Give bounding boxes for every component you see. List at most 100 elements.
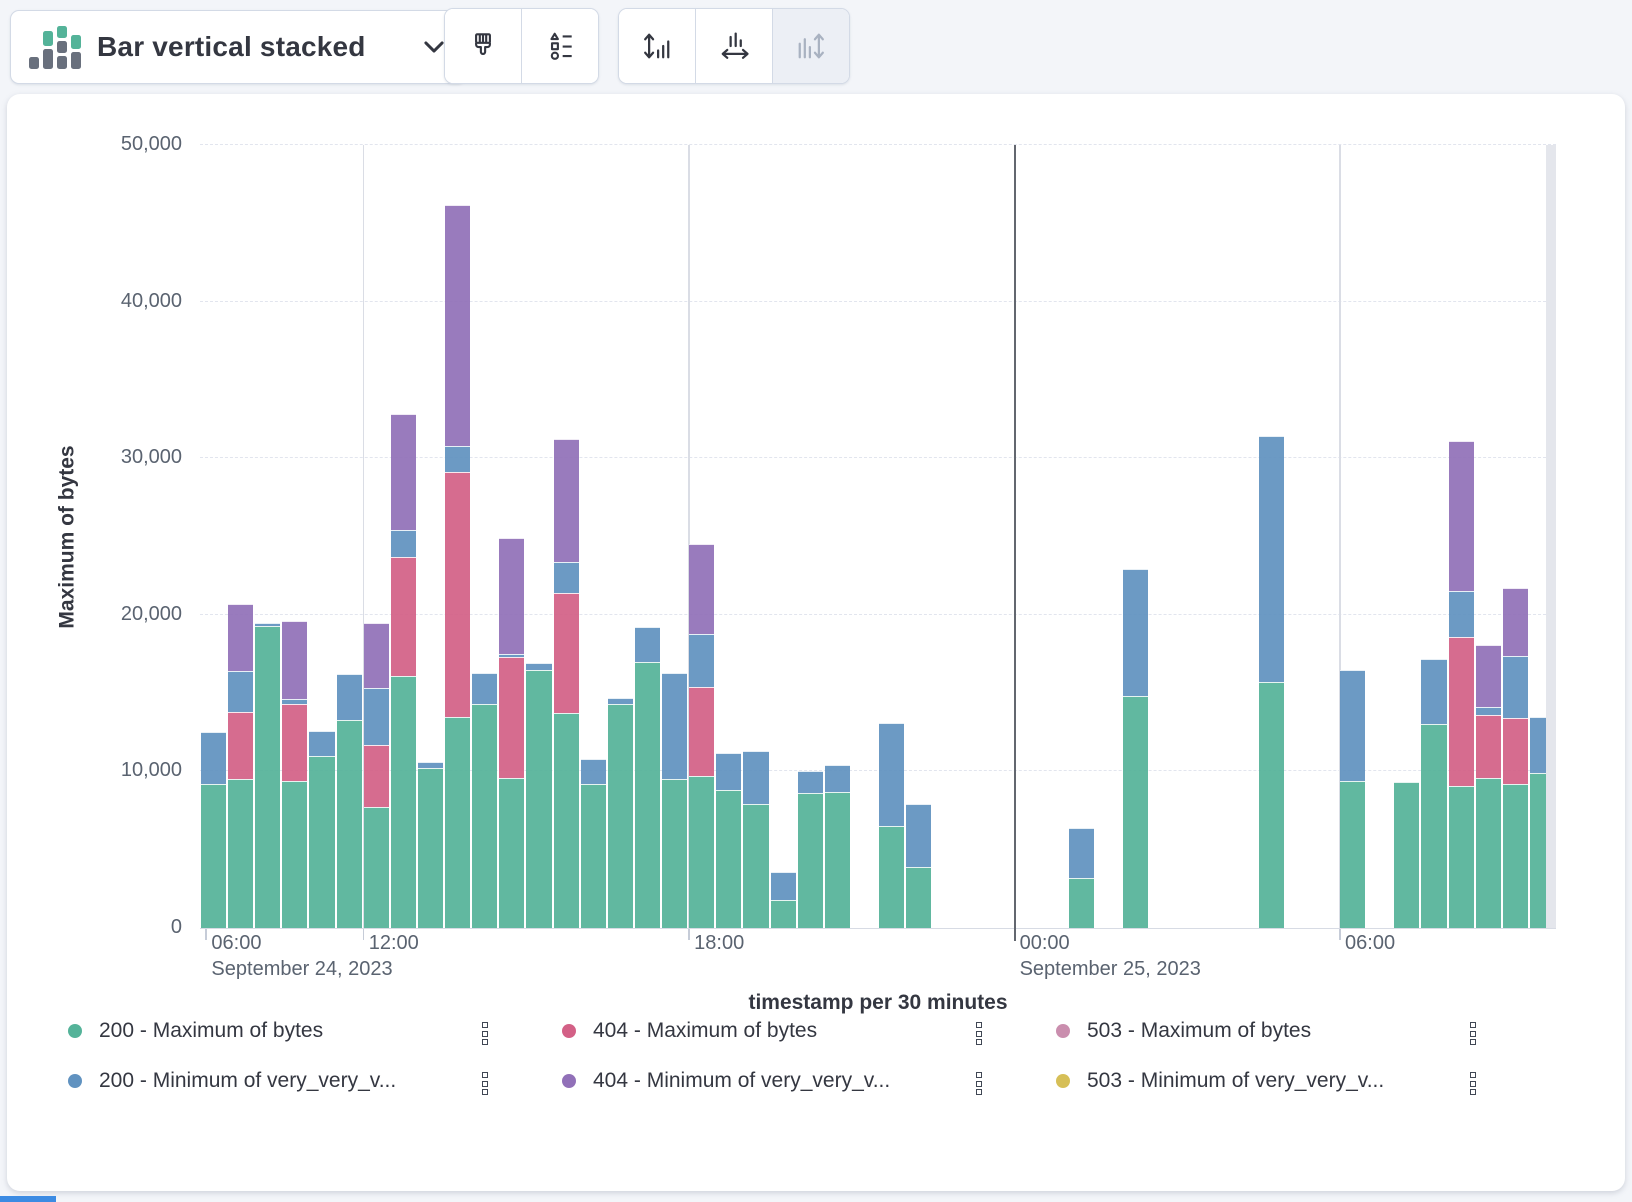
- bar[interactable]: [526, 145, 552, 928]
- bar-segment[interactable]: [472, 672, 498, 705]
- bar[interactable]: [1421, 145, 1447, 928]
- bar[interactable]: [201, 145, 227, 928]
- bar-segment[interactable]: [634, 661, 661, 928]
- bar-segment[interactable]: [662, 779, 688, 928]
- bar-segment[interactable]: [1068, 827, 1094, 878]
- bar-segment[interactable]: [417, 762, 444, 769]
- bar-segment[interactable]: [797, 793, 823, 928]
- legend-actions-icon[interactable]: [1466, 1018, 1480, 1049]
- bar-segment[interactable]: [1421, 724, 1447, 928]
- bar-segment[interactable]: [499, 777, 525, 928]
- bar-segment[interactable]: [824, 791, 850, 928]
- bar-segment[interactable]: [743, 804, 769, 928]
- bar-segment[interactable]: [1340, 669, 1366, 781]
- legend-actions-icon[interactable]: [972, 1018, 986, 1049]
- bar-segment[interactable]: [228, 711, 254, 780]
- bar-segment[interactable]: [282, 704, 308, 781]
- bar-segment[interactable]: [662, 672, 688, 780]
- bar-segment[interactable]: [553, 439, 579, 562]
- legend-label[interactable]: 404 - Minimum of very_very_v...: [593, 1069, 891, 1092]
- bar-segment[interactable]: [770, 899, 796, 928]
- bar-segment[interactable]: [363, 622, 389, 689]
- legend-label[interactable]: 503 - Minimum of very_very_v...: [1087, 1069, 1385, 1092]
- bar-segment[interactable]: [743, 751, 769, 805]
- bar-segment[interactable]: [1421, 658, 1447, 725]
- bar-segment[interactable]: [1340, 780, 1366, 928]
- bar-segment[interactable]: [689, 633, 715, 687]
- legend-item[interactable]: 404 - Maximum of bytes: [562, 1016, 817, 1046]
- bar[interactable]: [1502, 145, 1528, 928]
- bar[interactable]: [607, 145, 633, 928]
- bar-segment[interactable]: [1258, 682, 1284, 928]
- bar[interactable]: [1068, 145, 1094, 928]
- bar-segment[interactable]: [716, 752, 742, 791]
- legend-item[interactable]: 503 - Minimum of very_very_v...: [1056, 1066, 1384, 1096]
- bar-segment[interactable]: [390, 414, 416, 531]
- legend-color-dot[interactable]: [68, 1024, 82, 1038]
- bar-segment[interactable]: [445, 716, 471, 928]
- legend-label[interactable]: 200 - Minimum of very_very_v...: [99, 1069, 397, 1092]
- bar[interactable]: [824, 145, 850, 928]
- bar-segment[interactable]: [228, 671, 254, 712]
- bar[interactable]: [743, 145, 769, 928]
- bar[interactable]: [390, 145, 416, 928]
- bar-segment[interactable]: [634, 627, 661, 662]
- bar-segment[interactable]: [580, 758, 606, 784]
- bar-segment[interactable]: [1475, 707, 1501, 716]
- legend-color-dot[interactable]: [1056, 1024, 1070, 1038]
- bar[interactable]: [255, 145, 281, 928]
- bar-segment[interactable]: [417, 768, 444, 928]
- legend-options-button[interactable]: [521, 9, 598, 83]
- bar[interactable]: [445, 145, 471, 928]
- bar-segment[interactable]: [689, 686, 715, 777]
- bar[interactable]: [309, 145, 335, 928]
- bar-segment[interactable]: [499, 657, 525, 778]
- legend-item[interactable]: 404 - Minimum of very_very_v...: [562, 1066, 890, 1096]
- bar-segment[interactable]: [390, 556, 416, 676]
- bar[interactable]: [634, 145, 661, 928]
- bar[interactable]: [879, 145, 905, 928]
- bar-segment[interactable]: [472, 704, 498, 928]
- bar-segment[interactable]: [445, 445, 471, 473]
- bar[interactable]: [1123, 145, 1149, 928]
- bar[interactable]: [1394, 145, 1420, 928]
- bar-segment[interactable]: [1502, 588, 1528, 656]
- bar-segment[interactable]: [580, 783, 606, 928]
- bar-segment[interactable]: [553, 561, 579, 593]
- bar-segment[interactable]: [255, 622, 281, 626]
- bar[interactable]: [336, 145, 362, 928]
- bar-segment[interactable]: [201, 783, 227, 928]
- bar[interactable]: [1340, 145, 1366, 928]
- legend-item[interactable]: 200 - Maximum of bytes: [68, 1016, 323, 1046]
- bar[interactable]: [797, 145, 823, 928]
- legend-label[interactable]: 503 - Maximum of bytes: [1087, 1019, 1312, 1042]
- bar-segment[interactable]: [607, 697, 633, 705]
- bar-segment[interactable]: [797, 771, 823, 794]
- bar-segment[interactable]: [336, 674, 362, 720]
- bar[interactable]: [662, 145, 688, 928]
- legend-actions-icon[interactable]: [478, 1068, 492, 1099]
- bar-segment[interactable]: [607, 704, 633, 928]
- chart-type-button[interactable]: Bar vertical stacked: [10, 10, 466, 84]
- bar-segment[interactable]: [1394, 782, 1420, 928]
- bar-segment[interactable]: [201, 732, 227, 784]
- bar-segment[interactable]: [228, 603, 254, 672]
- bar[interactable]: [770, 145, 796, 928]
- bar-segment[interactable]: [445, 204, 471, 446]
- bar-segment[interactable]: [309, 730, 335, 756]
- legend-actions-icon[interactable]: [478, 1018, 492, 1049]
- bar-segment[interactable]: [1475, 777, 1501, 928]
- bar-segment[interactable]: [363, 744, 389, 808]
- bottom-axis-button[interactable]: [695, 9, 772, 83]
- bar-segment[interactable]: [1258, 436, 1284, 683]
- bar-segment[interactable]: [1123, 569, 1149, 697]
- bar[interactable]: [499, 145, 525, 928]
- bar-segment[interactable]: [553, 592, 579, 714]
- bar[interactable]: [906, 145, 932, 928]
- bar-segment[interactable]: [445, 472, 471, 717]
- bar[interactable]: [580, 145, 606, 928]
- bar-segment[interactable]: [499, 653, 525, 658]
- bar-segment[interactable]: [716, 790, 742, 928]
- bar-segment[interactable]: [879, 826, 905, 928]
- bar-segment[interactable]: [1448, 636, 1474, 786]
